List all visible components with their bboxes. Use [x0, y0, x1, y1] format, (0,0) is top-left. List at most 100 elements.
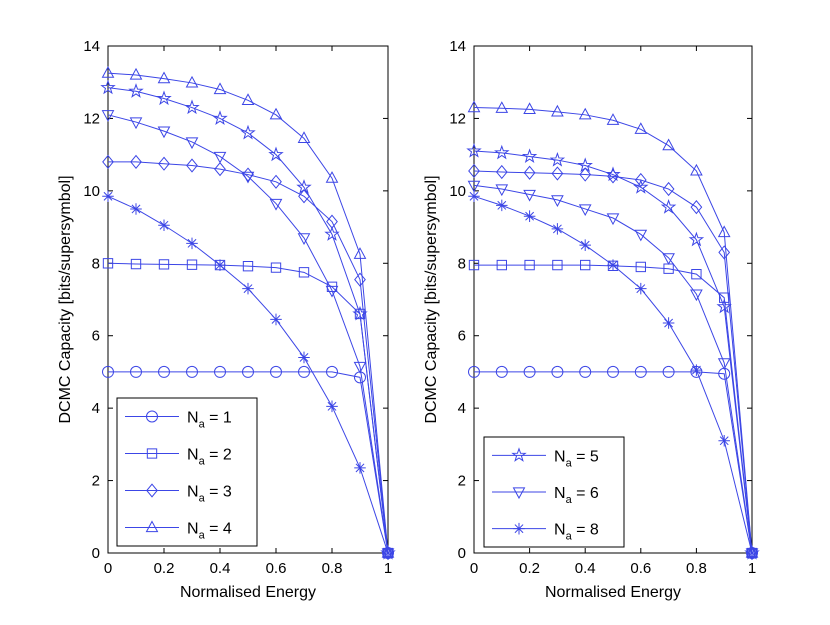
- series-line: [473, 170, 753, 554]
- data-point: [129, 67, 143, 80]
- legend-label: Na = 8: [554, 522, 599, 543]
- data-point: [690, 364, 703, 376]
- y-tick-label: 8: [458, 255, 466, 272]
- y-axis-label: DCMC Capacity [bits/supersymbol]: [57, 175, 74, 423]
- data-point: [130, 203, 142, 215]
- data-point: [662, 317, 675, 329]
- data-point: [716, 298, 732, 314]
- data-point: [495, 101, 509, 113]
- x-tick-label: 0.4: [575, 560, 596, 577]
- legend-label: Na = 4: [187, 521, 232, 542]
- legend-marker: [146, 448, 158, 459]
- data-point: [241, 93, 255, 105]
- x-tick-label: 1: [384, 560, 392, 577]
- data-point: [634, 122, 648, 134]
- series-triangle-down: [101, 110, 395, 561]
- series-asterisk: [102, 190, 394, 559]
- data-point: [495, 184, 509, 197]
- data-point: [524, 259, 535, 271]
- data-point: [468, 259, 480, 271]
- data-point: [102, 190, 114, 203]
- data-point: [268, 146, 284, 162]
- data-point: [495, 365, 508, 378]
- series-line: [107, 114, 389, 554]
- legend-entry: Na = 3: [125, 483, 232, 505]
- data-point: [101, 110, 115, 122]
- x-axis-label: Normalised Energy: [545, 584, 681, 601]
- legend-marker: [512, 487, 526, 500]
- data-point: [633, 179, 649, 194]
- data-point: [717, 358, 731, 370]
- series-line: [473, 150, 753, 554]
- data-point: [578, 204, 592, 217]
- y-tick-label: 10: [449, 183, 466, 200]
- data-point: [662, 181, 675, 197]
- x-tick-label: 0.6: [630, 560, 651, 577]
- legend-marker: [145, 520, 159, 533]
- data-point: [688, 231, 705, 247]
- legend-label: Na = 1: [187, 410, 232, 431]
- legend-entry: Na = 2: [125, 447, 232, 468]
- legend-label: Na = 5: [554, 448, 599, 469]
- data-point: [494, 144, 510, 160]
- data-point: [606, 213, 620, 226]
- data-point: [691, 268, 702, 280]
- y-tick-label: 0: [458, 545, 466, 562]
- data-point: [551, 104, 564, 117]
- data-point: [635, 282, 647, 295]
- data-point: [242, 365, 254, 378]
- data-point: [158, 156, 170, 171]
- data-point: [690, 163, 703, 176]
- data-point: [382, 547, 394, 559]
- x-tick-label: 1: [748, 560, 756, 577]
- data-point: [186, 158, 198, 173]
- data-point: [158, 259, 170, 270]
- y-tick-label: 6: [92, 328, 100, 345]
- data-point: [579, 167, 592, 182]
- data-point: [157, 71, 171, 84]
- data-point: [523, 210, 536, 222]
- data-point: [521, 148, 538, 164]
- data-point: [130, 258, 142, 270]
- data-point: [353, 247, 367, 259]
- data-point: [129, 117, 143, 130]
- data-point: [158, 219, 170, 232]
- data-point: [101, 66, 115, 78]
- data-point: [467, 100, 481, 113]
- data-point: [130, 365, 142, 378]
- y-axis-label: DCMC Capacity [bits/supersymbol]: [423, 175, 440, 423]
- data-point: [100, 79, 116, 95]
- data-point: [551, 223, 564, 235]
- data-point: [297, 131, 311, 143]
- data-point: [467, 180, 481, 193]
- data-point: [297, 233, 311, 246]
- data-point: [270, 313, 282, 326]
- data-point: [212, 110, 228, 126]
- y-tick-label: 0: [92, 545, 100, 562]
- data-point: [551, 195, 564, 208]
- data-point: [662, 138, 675, 151]
- data-point: [213, 151, 227, 164]
- x-tick-label: 0.2: [154, 560, 175, 577]
- data-point: [102, 258, 114, 269]
- data-point: [605, 166, 621, 182]
- legend-marker: [511, 447, 527, 462]
- data-point: [326, 400, 338, 413]
- data-point: [240, 124, 256, 140]
- series-triangle-up: [467, 100, 759, 558]
- data-point: [185, 137, 199, 150]
- series-line: [474, 371, 753, 554]
- data-point: [186, 259, 198, 270]
- legend-entry: Na = 4: [125, 520, 232, 542]
- data-point: [242, 261, 254, 272]
- y-tick-label: 10: [83, 183, 100, 200]
- data-point: [184, 99, 200, 115]
- data-point: [298, 351, 310, 364]
- series-triangle-up: [101, 66, 395, 558]
- data-point: [324, 226, 340, 241]
- data-point: [523, 102, 536, 114]
- series-line: [107, 87, 389, 554]
- y-tick-label: 12: [449, 110, 466, 127]
- legend-marker: [146, 483, 158, 498]
